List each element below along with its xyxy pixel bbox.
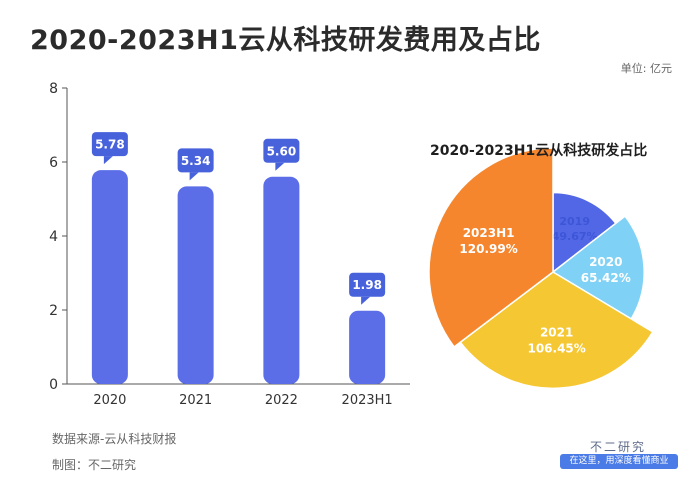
unit-label: 单位: 亿元 <box>620 62 672 75</box>
y-tick-label: 4 <box>49 229 58 245</box>
pie-slice <box>551 215 645 320</box>
bar-value-box <box>91 132 128 157</box>
bar-value-pointer <box>189 172 199 181</box>
bar-value-box <box>263 138 300 163</box>
y-tick-label: 2 <box>49 303 58 319</box>
x-tick-label: 2021 <box>179 393 212 408</box>
bar-value-label: 5.60 <box>267 144 297 158</box>
bar-value-box <box>177 148 214 173</box>
bar-value-label: 5.78 <box>95 138 125 152</box>
pie-chart-title: 2020-2023H1云从科技研发占比 <box>430 143 648 159</box>
pie-slice <box>459 271 654 390</box>
y-tick-label: 0 <box>49 377 58 393</box>
pie-slice <box>552 191 617 274</box>
bar <box>263 176 300 384</box>
page-title: 2020-2023H1云从科技研发费用及占比 <box>30 25 541 56</box>
x-tick-label: 2023H1 <box>342 393 393 408</box>
pie-slice-label: 2023H1 <box>463 226 515 240</box>
bar <box>177 186 214 384</box>
pie-slice-label: 2021 <box>540 325 573 339</box>
bar <box>349 310 386 384</box>
pie-slice-label: 2020 <box>589 255 622 269</box>
pie-slice-value: 65.42% <box>581 271 631 285</box>
pie-slice-value: 120.99% <box>459 242 517 256</box>
pie-slice-label: 2019 <box>559 215 590 228</box>
bar-value-pointer <box>361 296 371 305</box>
bar <box>91 170 128 384</box>
bar-value-box <box>349 272 386 297</box>
x-tick-label: 2022 <box>265 393 298 408</box>
x-tick-label: 2020 <box>93 393 126 408</box>
bar-value-label: 1.98 <box>352 278 382 292</box>
pie-slice <box>428 147 554 348</box>
pie-slice-value: 106.45% <box>527 341 585 355</box>
y-tick-label: 6 <box>49 155 58 171</box>
y-tick-label: 8 <box>49 81 58 97</box>
bar-value-label: 5.34 <box>181 154 211 168</box>
pie-slice-value: 49.67% <box>552 230 598 243</box>
bar-value-pointer <box>275 162 285 171</box>
chart-maker: 制图：不二研究 <box>52 458 137 472</box>
data-source: 数据来源-云从科技财报 <box>52 432 177 446</box>
brand-slogan: 在这里，用深度看懂商业 <box>560 454 678 469</box>
brand-watermark: 不二研究 <box>589 440 647 454</box>
bar-value-pointer <box>103 156 113 165</box>
